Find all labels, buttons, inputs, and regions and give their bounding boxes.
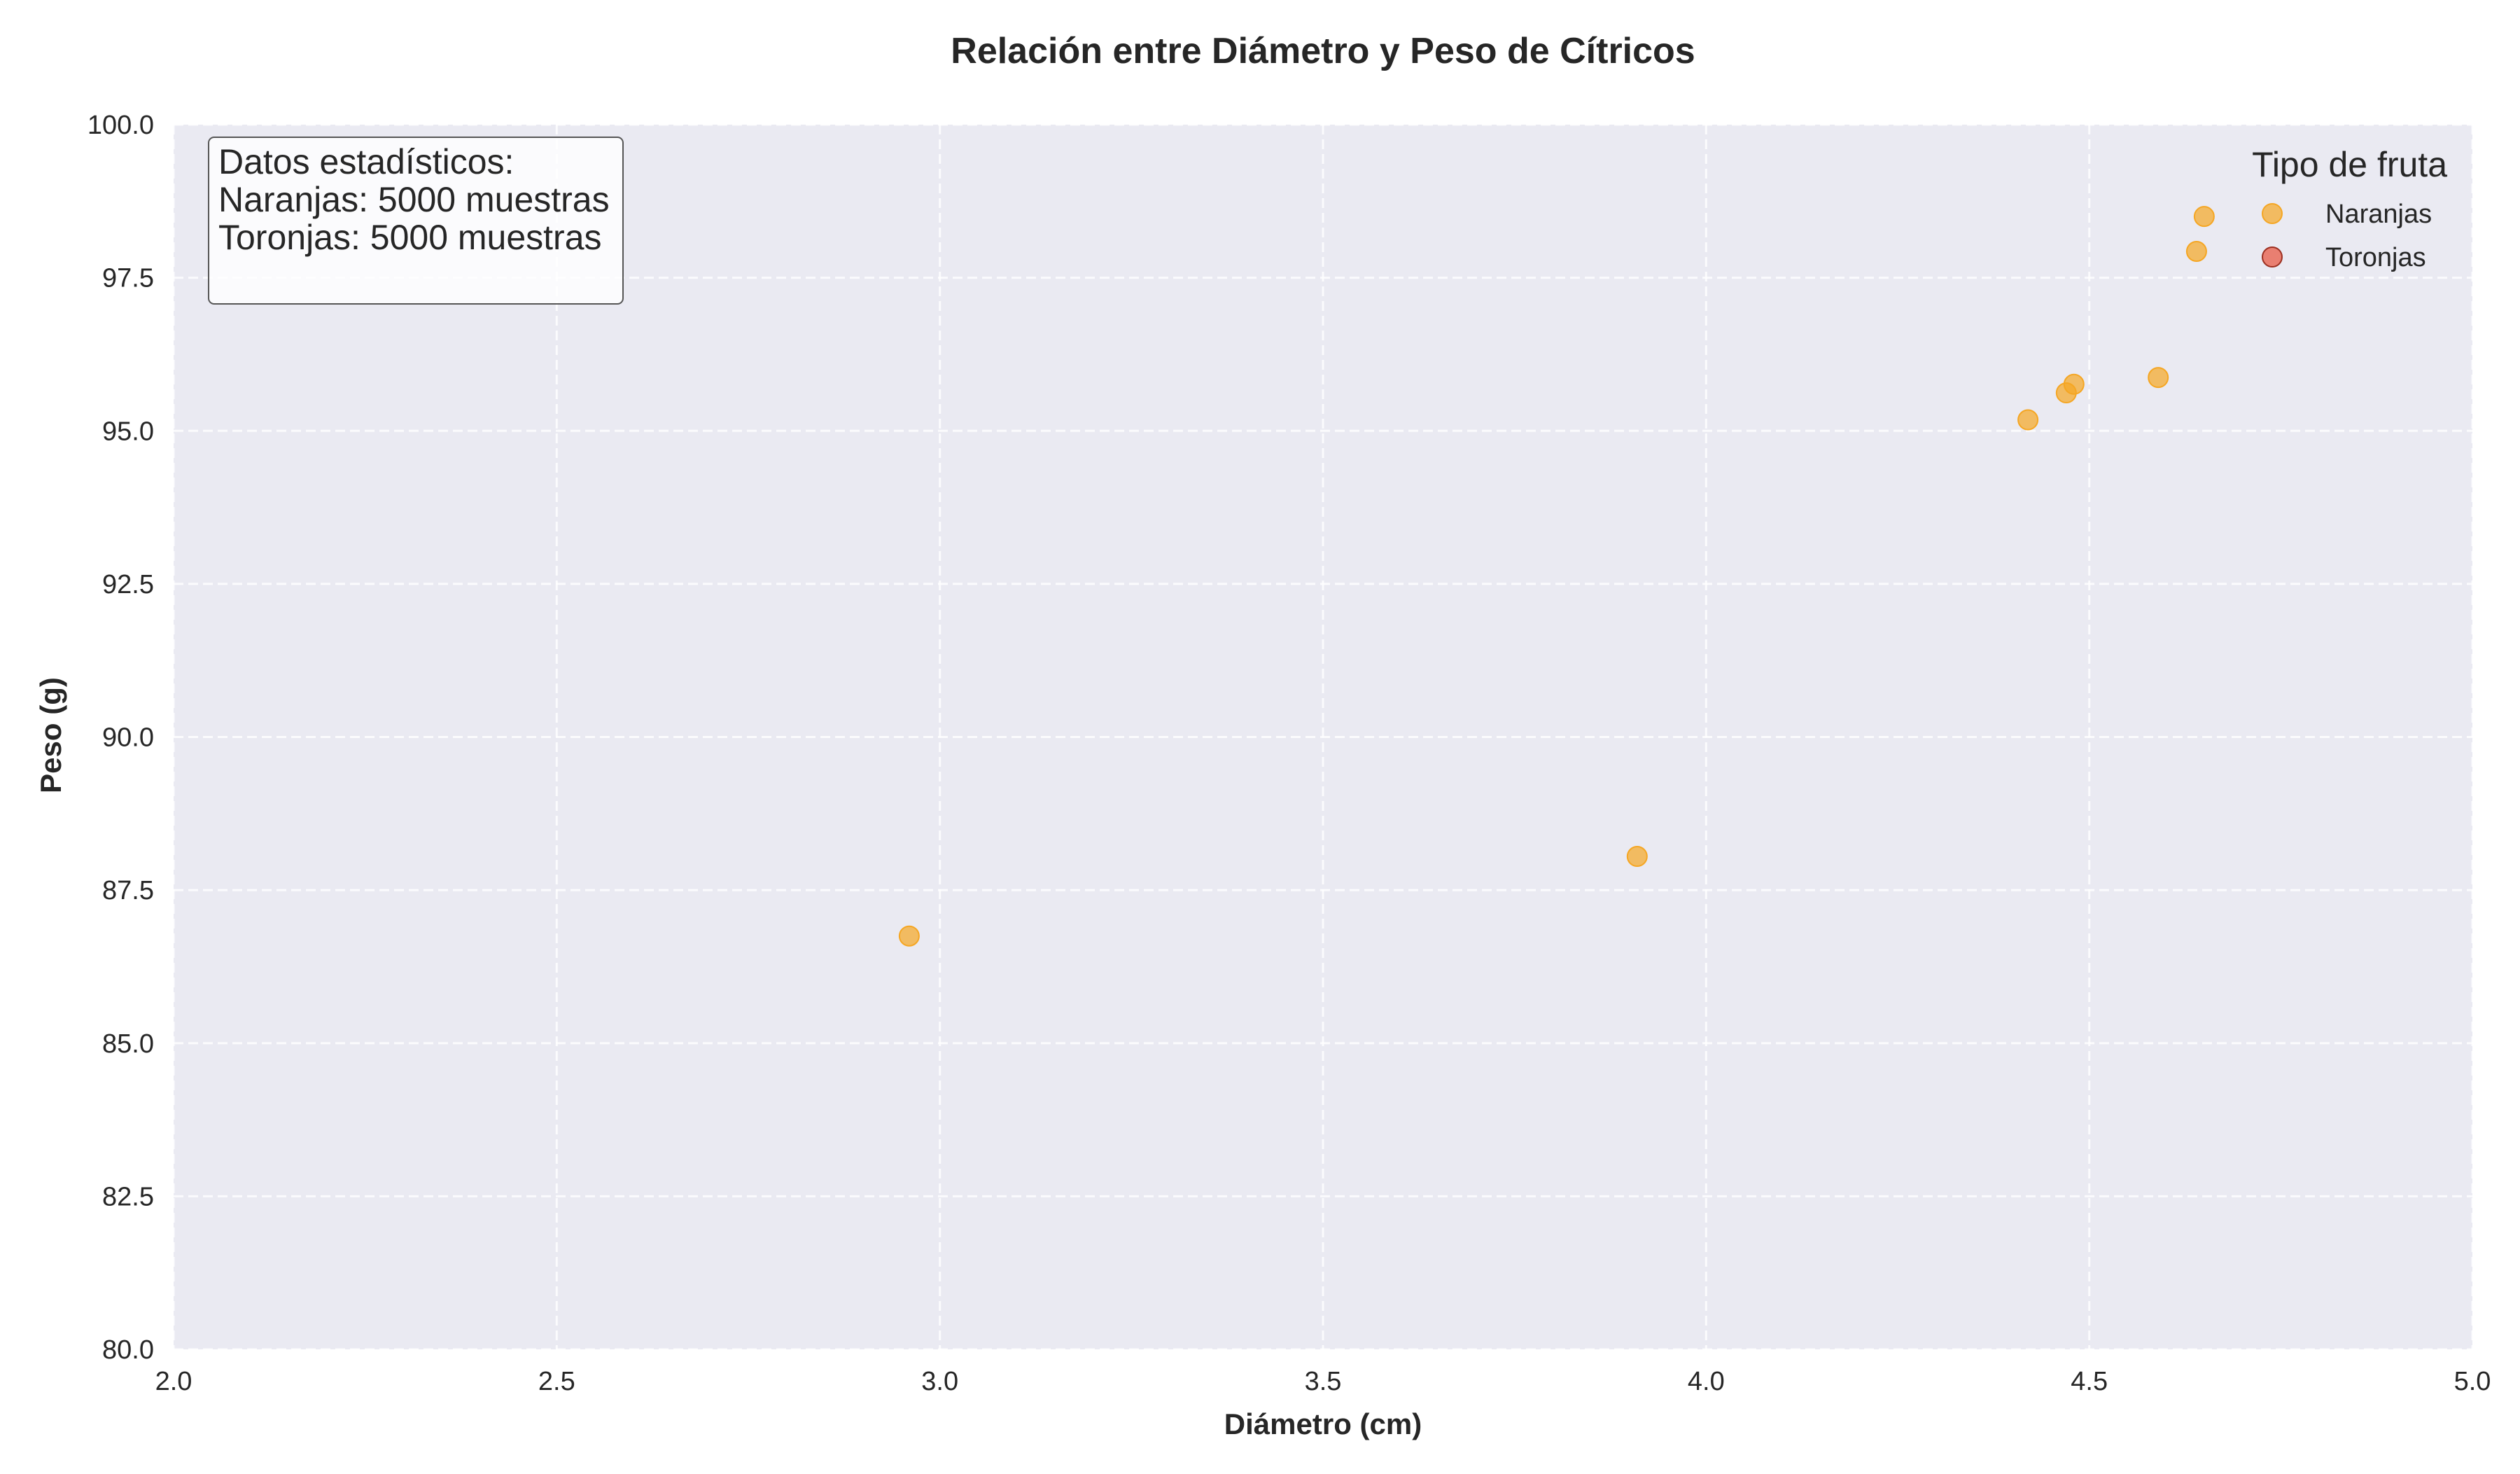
x-axis-ticks: 2.0 2.5 3.0 3.5 4.0 4.5 5.0 [155, 1367, 2491, 1396]
legend-label-naranjas: Naranjas [2325, 200, 2432, 229]
data-point-naranjas [2063, 373, 2085, 395]
data-point-naranjas [2017, 409, 2039, 431]
stats-box-frame [208, 137, 624, 305]
stats-annotation: Datos estadísticos: Naranjas: 5000 muest… [208, 137, 624, 305]
y-tick-label: 87.5 [102, 876, 154, 905]
data-point-naranjas [2148, 367, 2169, 389]
data-points [898, 206, 2215, 947]
stats-line-title: Datos estadísticos: [218, 142, 514, 181]
chart-title: Relación entre Diámetro y Peso de Cítric… [951, 31, 1695, 71]
y-tick-label: 85.0 [102, 1029, 154, 1059]
x-tick-label: 4.5 [2071, 1367, 2108, 1396]
y-tick-label: 80.0 [102, 1335, 154, 1365]
x-tick-label: 5.0 [2454, 1367, 2491, 1396]
grid [172, 123, 2474, 1351]
y-tick-label: 90.0 [102, 723, 154, 753]
y-tick-label: 92.5 [102, 570, 154, 599]
stats-line-naranjas: Naranjas: 5000 muestras [218, 180, 610, 219]
x-tick-label: 4.0 [1688, 1367, 1725, 1396]
legend-title: Tipo de fruta [2252, 145, 2447, 184]
x-tick-label: 2.0 [155, 1367, 192, 1396]
x-tick-label: 2.5 [538, 1367, 575, 1396]
stats-line-toronjas: Toronjas: 5000 muestras [218, 218, 602, 257]
x-tick-label: 3.5 [1305, 1367, 1342, 1396]
legend-label-toronjas: Toronjas [2325, 243, 2426, 272]
legend: Tipo de fruta Naranjas Toronjas [2252, 145, 2447, 272]
data-point-naranjas [2185, 241, 2207, 263]
data-point-naranjas [2193, 206, 2215, 228]
x-tick-label: 3.0 [921, 1367, 958, 1396]
data-point-naranjas [1626, 846, 1648, 868]
y-axis-label: Peso (g) [34, 677, 67, 793]
y-tick-label: 95.0 [102, 417, 154, 446]
legend-marker-toronjas [2262, 246, 2283, 267]
x-axis-label: Diámetro (cm) [1224, 1407, 1422, 1440]
y-tick-label: 82.5 [102, 1182, 154, 1211]
y-tick-label: 100.0 [88, 111, 154, 140]
data-point-naranjas [898, 925, 920, 947]
y-tick-label: 97.5 [102, 264, 154, 293]
legend-marker-naranjas [2262, 203, 2283, 224]
y-axis-ticks: 80.0 82.5 85.0 87.5 90.0 92.5 95.0 97.5 100.0 [88, 111, 154, 1365]
